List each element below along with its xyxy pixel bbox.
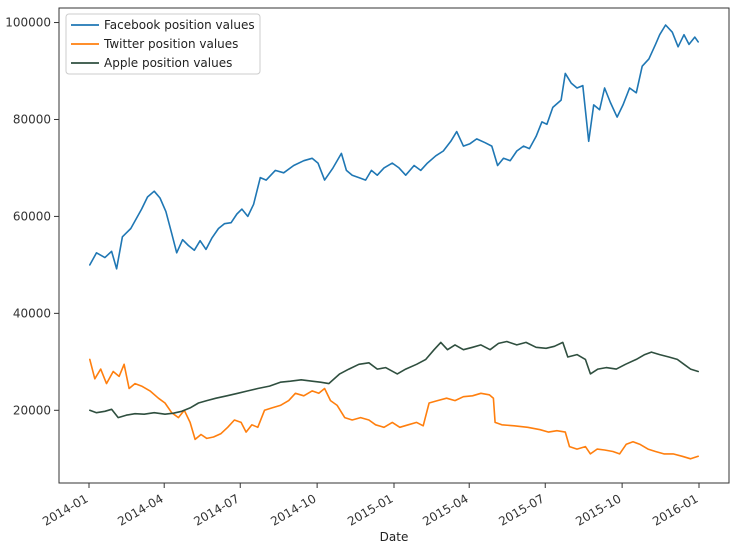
y-tick-label: 100000 — [5, 16, 51, 30]
y-tick-label: 20000 — [13, 403, 51, 417]
legend-label: Twitter position values — [103, 37, 238, 51]
legend-label: Apple position values — [104, 56, 232, 70]
legend-label: Facebook position values — [104, 18, 255, 32]
legend: Facebook position values Twitter position… — [65, 13, 261, 75]
series-line-1 — [89, 358, 699, 460]
y-tick-label: 60000 — [13, 209, 51, 223]
legend-box — [65, 13, 261, 75]
series-line-2 — [89, 340, 699, 419]
y-tick-label: 40000 — [13, 306, 51, 320]
series-layer — [89, 24, 699, 460]
x-axis-label: Date — [380, 530, 409, 544]
series-line-0 — [89, 24, 699, 270]
y-axis-ticks: 20000 40000 60000 80000 100000 — [5, 16, 59, 417]
y-tick-label: 80000 — [13, 112, 51, 126]
